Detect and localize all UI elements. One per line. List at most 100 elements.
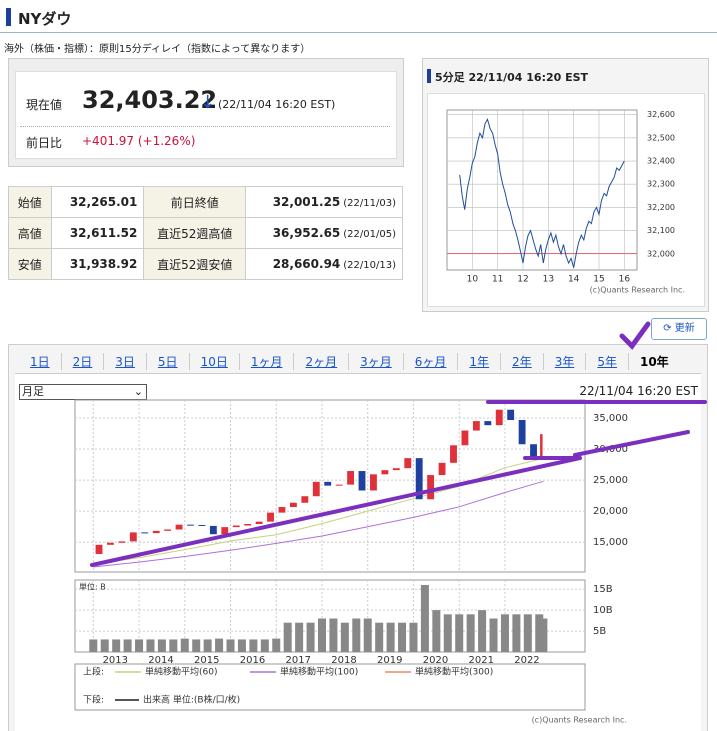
candle [427,475,435,500]
candle [221,527,229,535]
period-tab[interactable]: 1ヶ月 [240,353,295,370]
legend-label: 単純移動平均(100) [280,666,358,678]
candle [301,496,309,503]
period-tab[interactable]: 3ヶ月 [349,353,404,370]
y-tick-label: 25,000 [593,475,628,486]
candle [507,409,515,421]
period-tab[interactable]: 1年 [458,353,502,370]
credit: (c)Quants Research Inc. [590,286,685,295]
quote-divider [20,126,390,127]
x-tick-label: 2018 [331,655,356,666]
legend-prefix: 下段: [83,694,104,706]
unit-label: 単位: B [79,582,106,592]
volume-bar [329,618,338,652]
x-tick-label: 2020 [423,655,448,666]
x-tick-label: 10 [467,275,479,285]
candle [267,512,274,522]
period-tab[interactable]: 10年 [639,355,669,369]
tab-bar: 1日 2日 3日 5日 10日 1ヶ月 2ヶ月 3ヶ月 6ヶ月 1年 2年 3年 5年 10年 [19,353,680,370]
y-tick-label: 15,000 [593,537,628,548]
period-tab[interactable]: 3年 [544,353,587,370]
y-tick-label: 32,400 [647,157,675,166]
update-label[interactable]: 更新 [674,323,695,334]
quote-arrow: ↓ [200,92,216,113]
volume-bar [386,622,395,652]
stats-row: 始値 32,265.01 前日終値 32,001.25 (22/11/03) [8,186,403,218]
price-line [459,117,625,268]
candle [381,470,389,475]
x-tick-label: 11 [492,275,503,285]
stat-value: 31,938.92 [50,248,145,280]
select-caret[interactable]: ⌄ [133,385,143,398]
chart-timestamp: 22/11/04 16:20 EST [579,384,698,398]
candle [255,521,263,525]
stat-label: 高値 [8,217,52,249]
stat-cell: 36,952.65 (22/01/05) [245,217,403,249]
volume-bar [489,618,498,652]
y-tick-label: 35,000 [593,413,628,424]
volume-bar [363,618,372,652]
period-tab[interactable]: 5日 [147,353,190,370]
candle [335,484,343,486]
candle [107,542,114,545]
check-annotation [619,321,651,350]
period-tab[interactable]: 5年 [586,353,629,370]
y-tick-label: 5B [593,626,606,637]
y-tick-label: 32,000 [647,249,675,258]
x-tick-label: 13 [543,275,554,285]
volume-bar [169,639,178,652]
candle [404,458,412,469]
candle [244,524,252,526]
stat-label: 直近52週高値 [143,217,247,249]
y-tick-label: 10B [593,605,613,616]
candle [347,471,355,485]
notice: 海外（株価・指標）：原則15分ディレイ（指数によって異なります） [4,44,311,55]
select-value[interactable]: 月足 [22,385,44,398]
period-tab[interactable]: 10日 [190,353,240,370]
candle [187,524,194,526]
update-button[interactable]: ⟳ 更新 [651,318,707,340]
volume-bar [420,585,429,652]
intraday-title: 5分足 22/11/04 16:20 EST [435,71,589,84]
candle [530,444,537,457]
period-tab[interactable]: 2年 [501,353,544,370]
volume-bar [215,638,224,652]
stats-row: 高値 32,611.52 直近52週高値 36,952.65 (22/01/05) [8,217,403,249]
period-tab[interactable]: 2日 [62,353,105,370]
stat-date: (22/01/05) [343,229,396,240]
volume-bar [306,622,315,652]
candle [232,525,240,528]
candle [141,532,149,534]
candle [450,445,457,463]
x-tick-label: 14 [568,275,580,285]
candle [198,524,206,526]
y-tick-label: 20,000 [593,506,628,517]
volume-bar [249,639,258,652]
x-tick-label: 2015 [194,655,219,666]
x-tick-label: 15 [593,275,604,285]
candle [312,481,320,497]
y-tick-label: 32,200 [647,203,675,212]
candle [95,544,103,554]
period-tab[interactable]: 2ヶ月 [294,353,350,370]
stat-value: 32,001.25 [272,195,341,209]
stat-label: 始値 [8,186,52,218]
y-tick-label: 32,600 [647,110,675,119]
period-tab[interactable]: 6ヶ月 [404,353,459,370]
volume-bar [352,618,361,652]
volume-bar [203,639,212,652]
title-rule [0,32,717,33]
plot-area [74,399,586,573]
quote-time: (22/11/04 16:20 EST) [218,98,336,111]
change-value: +401.97 (+1.26%) [82,134,196,148]
volume-bar [237,639,246,652]
stats-row: 安値 31,938.92 直近52週安値 28,660.94 (22/10/13) [8,248,403,280]
period-tab[interactable]: 1日 [19,353,62,370]
volume-bar [398,622,407,652]
stat-date: (22/10/13) [343,260,396,271]
legend-box [74,663,586,711]
legend-prefix: 上段: [83,666,104,678]
period-tab[interactable]: 3日 [104,353,147,370]
stat-value: 36,952.65 [272,226,341,240]
